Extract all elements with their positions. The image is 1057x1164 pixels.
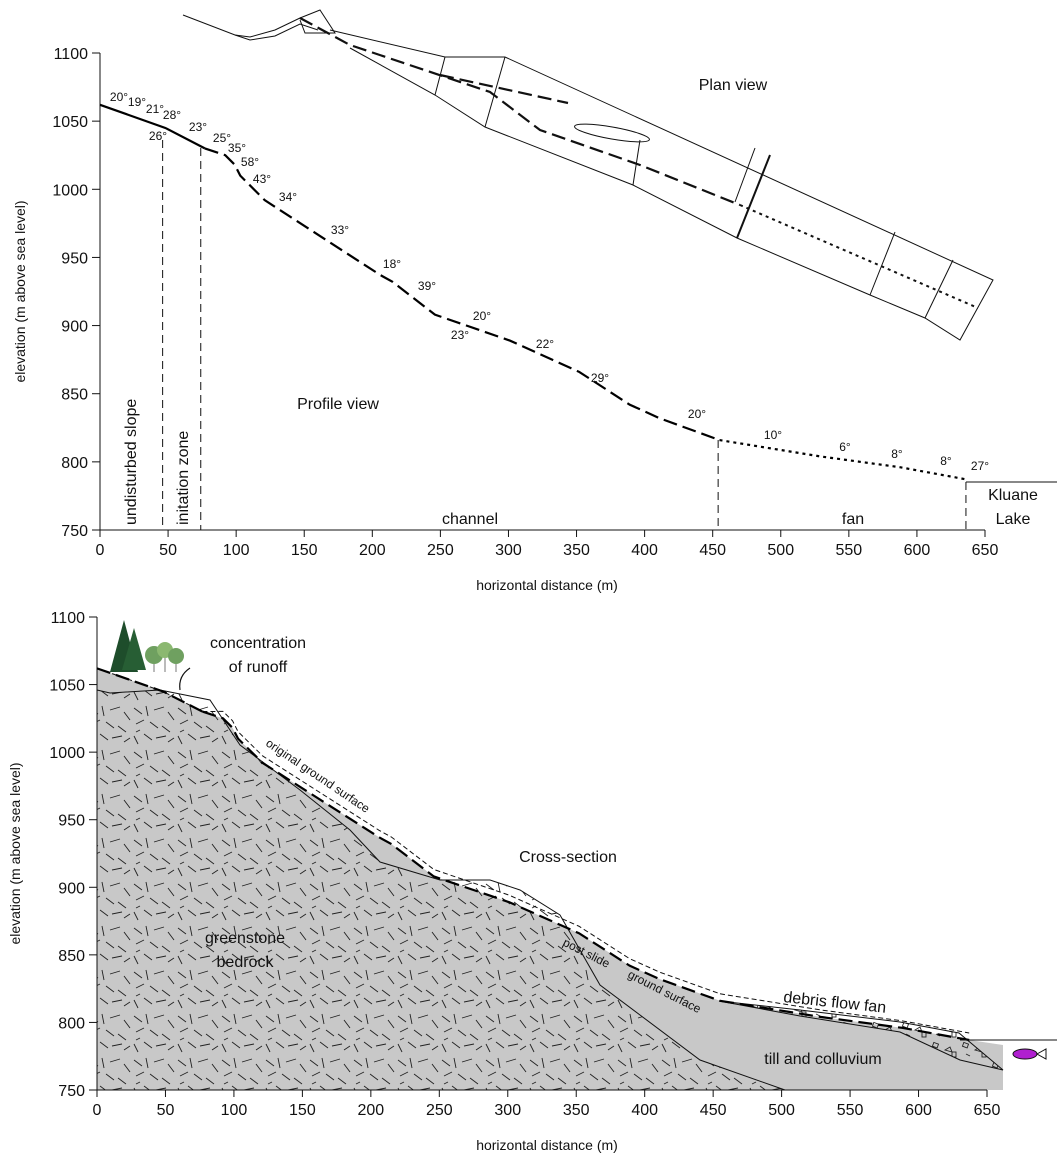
x-tick-label: 150 bbox=[291, 542, 318, 559]
slope-angle: 20° bbox=[473, 309, 491, 323]
x-tick-label: 350 bbox=[563, 542, 590, 559]
panel-title: Plan view bbox=[699, 77, 768, 94]
slope-angle: 27° bbox=[971, 459, 989, 473]
slope-angle: 23° bbox=[189, 120, 207, 134]
y-tick-label: 800 bbox=[61, 455, 88, 472]
x-tick-label: 450 bbox=[699, 542, 726, 559]
slope-angle: 6° bbox=[839, 440, 851, 454]
slope-angle: 10° bbox=[764, 428, 782, 442]
zone-label: channel bbox=[442, 511, 498, 528]
x-tick-label: 0 bbox=[96, 542, 105, 559]
x-tick-label: 550 bbox=[835, 542, 862, 559]
figure: 7508008509009501000105011000501001502002… bbox=[0, 0, 1057, 1159]
x-tick-label: 600 bbox=[904, 542, 931, 559]
slope-angle: 28° bbox=[163, 108, 181, 122]
y-tick-label: 850 bbox=[58, 948, 85, 965]
x-tick-label: 400 bbox=[631, 542, 658, 559]
y-tick-label: 1000 bbox=[49, 745, 85, 762]
x-tick-label: 200 bbox=[359, 542, 386, 559]
y-tick-label: 1100 bbox=[54, 46, 89, 63]
x-tick-label: 50 bbox=[157, 1102, 175, 1119]
y-tick-label: 900 bbox=[61, 319, 88, 336]
y-axis-label: elevation (m above sea level) bbox=[7, 762, 23, 944]
slope-angle: 58° bbox=[241, 155, 259, 169]
y-tick-label: 1050 bbox=[52, 114, 88, 131]
x-tick-label: 550 bbox=[837, 1102, 864, 1119]
x-tick-label: 500 bbox=[767, 542, 794, 559]
x-axis-label: horizontal distance (m) bbox=[476, 577, 618, 593]
slope-angle: 20° bbox=[110, 90, 128, 104]
y-tick-label: 800 bbox=[58, 1015, 85, 1032]
x-tick-label: 300 bbox=[494, 1102, 521, 1119]
x-tick-label: 650 bbox=[974, 1102, 1001, 1119]
y-tick-label: 950 bbox=[61, 250, 88, 267]
x-tick-label: 600 bbox=[905, 1102, 932, 1119]
x-tick-label: 150 bbox=[289, 1102, 316, 1119]
x-tick-label: 50 bbox=[159, 542, 177, 559]
x-tick-label: 350 bbox=[563, 1102, 590, 1119]
slope-angle: 8° bbox=[940, 454, 952, 468]
y-tick-label: 1100 bbox=[51, 610, 86, 627]
runoff-label: of runoff bbox=[229, 659, 288, 676]
slope-angle: 20° bbox=[688, 407, 706, 421]
slope-angle: 23° bbox=[451, 328, 469, 342]
fish bbox=[1013, 1049, 1046, 1059]
slope-angle: 19° bbox=[128, 95, 146, 109]
slope-angle: 34° bbox=[279, 190, 297, 204]
bedrock-label: bedrock bbox=[217, 954, 275, 971]
runoff-pointer bbox=[180, 668, 190, 690]
panel-subtitle: Profile view bbox=[297, 396, 379, 413]
bedrock-label: greenstone bbox=[205, 930, 285, 947]
y-tick-label: 750 bbox=[61, 523, 88, 540]
slope-angle: 18° bbox=[383, 257, 401, 271]
x-tick-label: 500 bbox=[768, 1102, 795, 1119]
y-tick-label: 1000 bbox=[52, 182, 88, 199]
slope-angle: 39° bbox=[418, 279, 436, 293]
y-tick-label: 950 bbox=[58, 813, 85, 830]
slope-angle: 21° bbox=[146, 102, 164, 116]
slope-angle: 43° bbox=[253, 172, 271, 186]
slope-angle: 26° bbox=[149, 129, 167, 143]
plan-view bbox=[183, 10, 993, 340]
slope-angle: 29° bbox=[591, 371, 609, 385]
y-tick-label: 850 bbox=[61, 387, 88, 404]
x-tick-label: 100 bbox=[223, 542, 250, 559]
x-tick-label: 250 bbox=[426, 1102, 453, 1119]
y-tick-label: 750 bbox=[58, 1083, 85, 1100]
x-tick-label: 400 bbox=[631, 1102, 658, 1119]
slope-angle: 8° bbox=[891, 447, 903, 461]
zone-label: initation zone bbox=[175, 431, 192, 525]
till-label: till and colluvium bbox=[764, 1051, 881, 1068]
lake-label: Kluane bbox=[988, 487, 1038, 504]
y-tick-label: 900 bbox=[58, 880, 85, 897]
y-tick-label: 1050 bbox=[49, 678, 85, 695]
x-tick-label: 200 bbox=[357, 1102, 384, 1119]
panel-title: Cross-section bbox=[519, 849, 617, 866]
x-tick-label: 650 bbox=[972, 542, 999, 559]
x-tick-label: 100 bbox=[221, 1102, 248, 1119]
x-tick-label: 300 bbox=[495, 542, 522, 559]
slope-angle: 22° bbox=[536, 337, 554, 351]
x-tick-label: 0 bbox=[93, 1102, 102, 1119]
runoff-label: concentration bbox=[210, 635, 306, 652]
y-axis-label: elevation (m above sea level) bbox=[12, 200, 28, 382]
zone-label: undisturbed slope bbox=[123, 399, 140, 525]
x-tick-label: 450 bbox=[700, 1102, 727, 1119]
slope-angle: 33° bbox=[331, 223, 349, 237]
lake-label: Lake bbox=[996, 511, 1031, 528]
trees bbox=[110, 620, 184, 672]
x-tick-label: 250 bbox=[427, 542, 454, 559]
x-axis-label: horizontal distance (m) bbox=[476, 1137, 618, 1153]
zone-label: fan bbox=[842, 511, 864, 528]
slope-angle: 35° bbox=[228, 141, 246, 155]
